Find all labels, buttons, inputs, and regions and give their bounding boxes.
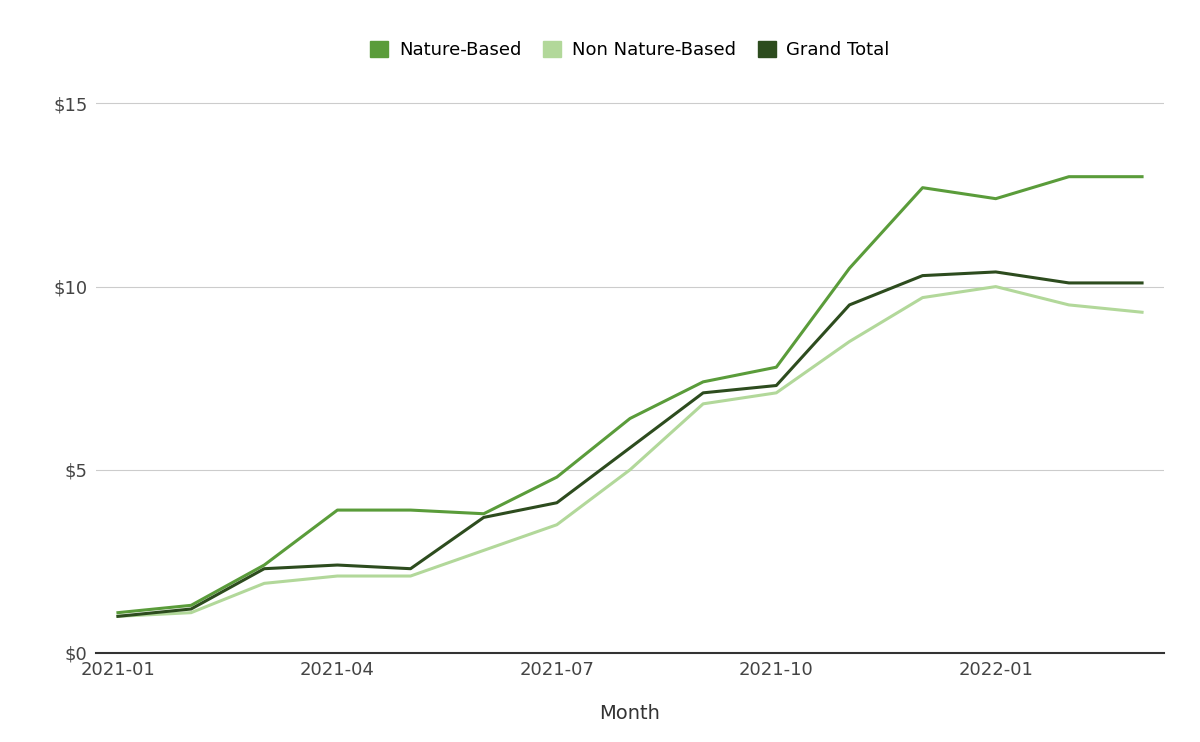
- Nature-Based: [916, 183, 930, 192]
- Non Nature-Based: [184, 608, 198, 617]
- Line: Non Nature-Based: Non Nature-Based: [118, 286, 1142, 617]
- Non Nature-Based: [330, 571, 344, 580]
- Non Nature-Based: [403, 571, 418, 580]
- Nature-Based: [257, 561, 271, 570]
- Grand Total: [550, 499, 564, 508]
- Nature-Based: [989, 194, 1003, 203]
- Non Nature-Based: [623, 465, 637, 474]
- Nature-Based: [550, 473, 564, 482]
- Grand Total: [476, 513, 491, 522]
- Non Nature-Based: [842, 337, 857, 346]
- Nature-Based: [623, 414, 637, 423]
- Non Nature-Based: [989, 282, 1003, 291]
- Line: Nature-Based: Nature-Based: [118, 177, 1142, 613]
- Non Nature-Based: [1135, 308, 1150, 317]
- Non Nature-Based: [769, 388, 784, 397]
- Non Nature-Based: [110, 612, 125, 621]
- Non Nature-Based: [476, 546, 491, 555]
- Nature-Based: [1135, 172, 1150, 181]
- Nature-Based: [110, 608, 125, 617]
- Nature-Based: [184, 601, 198, 610]
- Non Nature-Based: [916, 293, 930, 302]
- Nature-Based: [330, 505, 344, 514]
- Non Nature-Based: [1062, 301, 1076, 309]
- X-axis label: Month: Month: [600, 704, 660, 723]
- Grand Total: [330, 561, 344, 570]
- Nature-Based: [842, 264, 857, 273]
- Grand Total: [769, 381, 784, 390]
- Grand Total: [916, 271, 930, 280]
- Grand Total: [110, 612, 125, 621]
- Grand Total: [696, 388, 710, 397]
- Grand Total: [1135, 278, 1150, 287]
- Line: Grand Total: Grand Total: [118, 272, 1142, 617]
- Grand Total: [989, 267, 1003, 276]
- Nature-Based: [696, 378, 710, 387]
- Non Nature-Based: [696, 399, 710, 408]
- Non Nature-Based: [550, 520, 564, 529]
- Nature-Based: [476, 509, 491, 518]
- Grand Total: [1062, 278, 1076, 287]
- Grand Total: [842, 301, 857, 309]
- Grand Total: [403, 564, 418, 573]
- Non Nature-Based: [257, 579, 271, 588]
- Nature-Based: [769, 363, 784, 372]
- Grand Total: [184, 605, 198, 614]
- Nature-Based: [403, 505, 418, 514]
- Grand Total: [257, 564, 271, 573]
- Legend: Nature-Based, Non Nature-Based, Grand Total: Nature-Based, Non Nature-Based, Grand To…: [370, 41, 890, 59]
- Grand Total: [623, 444, 637, 453]
- Nature-Based: [1062, 172, 1076, 181]
